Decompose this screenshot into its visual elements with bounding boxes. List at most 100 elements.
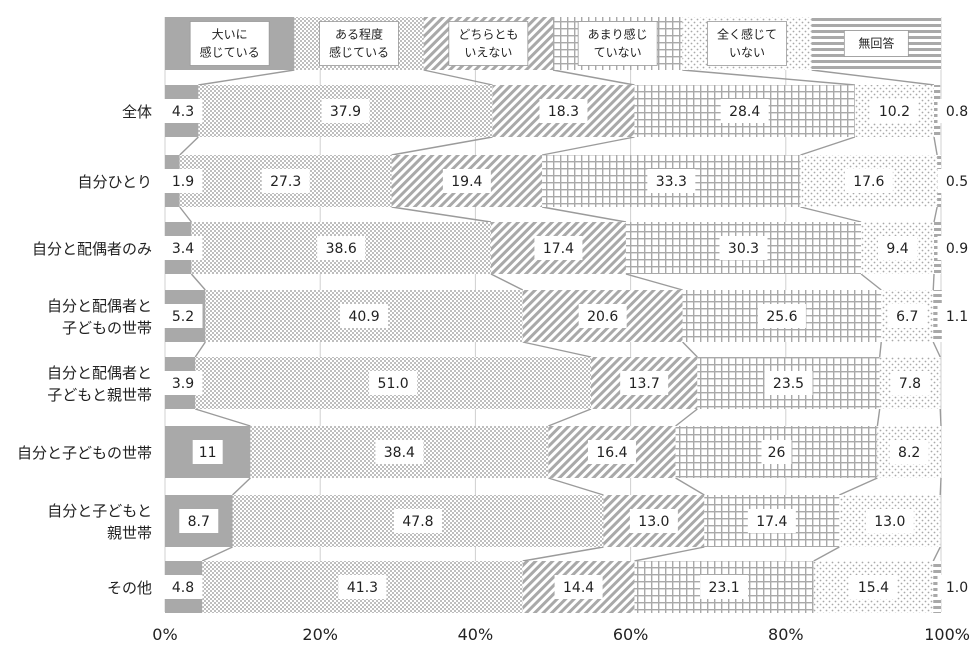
category-label: 自分ひとり bbox=[77, 173, 152, 191]
data-label: 13.0 bbox=[638, 514, 669, 530]
data-label: 33.3 bbox=[656, 174, 687, 190]
data-label: 10.2 bbox=[879, 104, 910, 120]
data-label: 30.3 bbox=[728, 241, 759, 257]
x-tick-label: 20% bbox=[302, 625, 338, 644]
connector-line bbox=[933, 547, 940, 561]
data-label: 26 bbox=[768, 445, 786, 461]
data-label: 7.8 bbox=[899, 376, 921, 392]
connector-line bbox=[195, 342, 205, 357]
x-axis-ticks: 0%20%40%60%80%100% bbox=[152, 625, 970, 644]
connector-line bbox=[542, 137, 634, 155]
connector-line bbox=[548, 478, 603, 495]
connector-line bbox=[180, 207, 192, 222]
data-label: 51.0 bbox=[378, 376, 409, 392]
data-label: 23.1 bbox=[709, 580, 740, 596]
data-label: 13.0 bbox=[874, 514, 905, 530]
data-label: 9.4 bbox=[886, 241, 908, 257]
data-label: 14.4 bbox=[563, 580, 594, 596]
connector-line bbox=[191, 274, 205, 290]
connector-line bbox=[877, 409, 879, 426]
category-label: 自分と配偶者のみ bbox=[32, 240, 152, 258]
data-label: 3.9 bbox=[172, 376, 194, 392]
data-label: 1.9 bbox=[172, 174, 194, 190]
connector-line bbox=[180, 137, 199, 155]
connector-line bbox=[195, 409, 250, 426]
connector-line bbox=[933, 342, 940, 357]
data-label: 11 bbox=[199, 445, 217, 461]
data-label: 38.4 bbox=[384, 445, 415, 461]
legend-label: いない bbox=[729, 46, 765, 60]
data-label: 6.7 bbox=[896, 309, 918, 325]
legend-label: どちらとも bbox=[458, 28, 518, 42]
category-label: 自分と配偶者と bbox=[47, 297, 152, 315]
data-label: 40.9 bbox=[348, 309, 379, 325]
connector-line bbox=[424, 70, 493, 85]
category-label: その他 bbox=[107, 579, 152, 597]
data-label: 13.7 bbox=[629, 376, 660, 392]
data-label: 15.4 bbox=[858, 580, 889, 596]
data-label: 41.3 bbox=[347, 580, 378, 596]
data-label: 0.5 bbox=[946, 174, 968, 190]
connector-line bbox=[634, 547, 704, 561]
legend-label: あまり感じ bbox=[588, 27, 648, 42]
legend-label: ある程度 bbox=[335, 27, 383, 42]
data-label: 37.9 bbox=[330, 104, 361, 120]
category-labels: 全体自分ひとり自分と配偶者のみ自分と配偶者と子どもの世帯自分と配偶者と子どもと親… bbox=[17, 103, 152, 597]
data-label: 18.3 bbox=[548, 104, 579, 120]
data-label: 4.8 bbox=[172, 580, 194, 596]
connector-line bbox=[801, 137, 855, 155]
connector-line bbox=[553, 70, 634, 85]
connector-line bbox=[202, 547, 232, 561]
connector-line bbox=[880, 342, 882, 357]
data-label: 20.6 bbox=[587, 309, 618, 325]
connector-line bbox=[934, 207, 937, 222]
category-label: 子どもの世帯 bbox=[62, 319, 152, 337]
x-tick-label: 60% bbox=[613, 625, 649, 644]
data-label: 5.2 bbox=[172, 309, 194, 325]
connector-line bbox=[491, 274, 523, 290]
connector-line bbox=[814, 547, 840, 561]
connector-line bbox=[940, 478, 941, 495]
connector-line bbox=[392, 137, 493, 155]
data-label: 28.4 bbox=[729, 104, 760, 120]
connector-line bbox=[392, 207, 491, 222]
legend-label: 感じている bbox=[200, 45, 260, 60]
connector-line bbox=[861, 274, 881, 290]
data-label: 27.3 bbox=[270, 174, 301, 190]
data-label: 1.0 bbox=[946, 580, 968, 596]
legend-label: ていない bbox=[594, 46, 642, 60]
legend: 大いに感じているある程度感じているどちらともいえないあまり感じていない全く感じて… bbox=[165, 17, 941, 70]
connector-line bbox=[801, 207, 862, 222]
connector-line bbox=[523, 342, 591, 357]
category-label: 自分と配偶者と bbox=[47, 364, 152, 382]
connector-line bbox=[940, 409, 941, 426]
data-label: 3.4 bbox=[172, 241, 194, 257]
data-label: 8.7 bbox=[188, 514, 210, 530]
connector-line bbox=[839, 478, 877, 495]
category-label: 自分と子どもの世帯 bbox=[17, 444, 152, 462]
legend-label: 全く感じて bbox=[717, 27, 777, 42]
data-label: 8.2 bbox=[898, 445, 920, 461]
connector-line bbox=[934, 137, 937, 155]
legend-label: 無回答 bbox=[858, 36, 894, 51]
legend-label: いえない bbox=[464, 46, 512, 60]
data-label: 1.1 bbox=[946, 309, 968, 325]
connector-line bbox=[676, 409, 698, 426]
data-label: 38.6 bbox=[326, 241, 357, 257]
data-label: 0.8 bbox=[946, 104, 968, 120]
data-label: 17.4 bbox=[756, 514, 787, 530]
connector-line bbox=[626, 274, 683, 290]
data-label: 17.4 bbox=[543, 241, 574, 257]
data-label: 16.4 bbox=[596, 445, 627, 461]
data-label: 25.6 bbox=[766, 309, 797, 325]
data-label: 19.4 bbox=[451, 174, 482, 190]
connector-line bbox=[933, 274, 934, 290]
data-label: 0.9 bbox=[946, 241, 968, 257]
connector-line bbox=[676, 478, 705, 495]
legend-label: 感じている bbox=[329, 45, 389, 60]
x-tick-label: 80% bbox=[768, 625, 804, 644]
data-label: 17.6 bbox=[853, 174, 884, 190]
category-label: 親世帯 bbox=[107, 524, 152, 542]
